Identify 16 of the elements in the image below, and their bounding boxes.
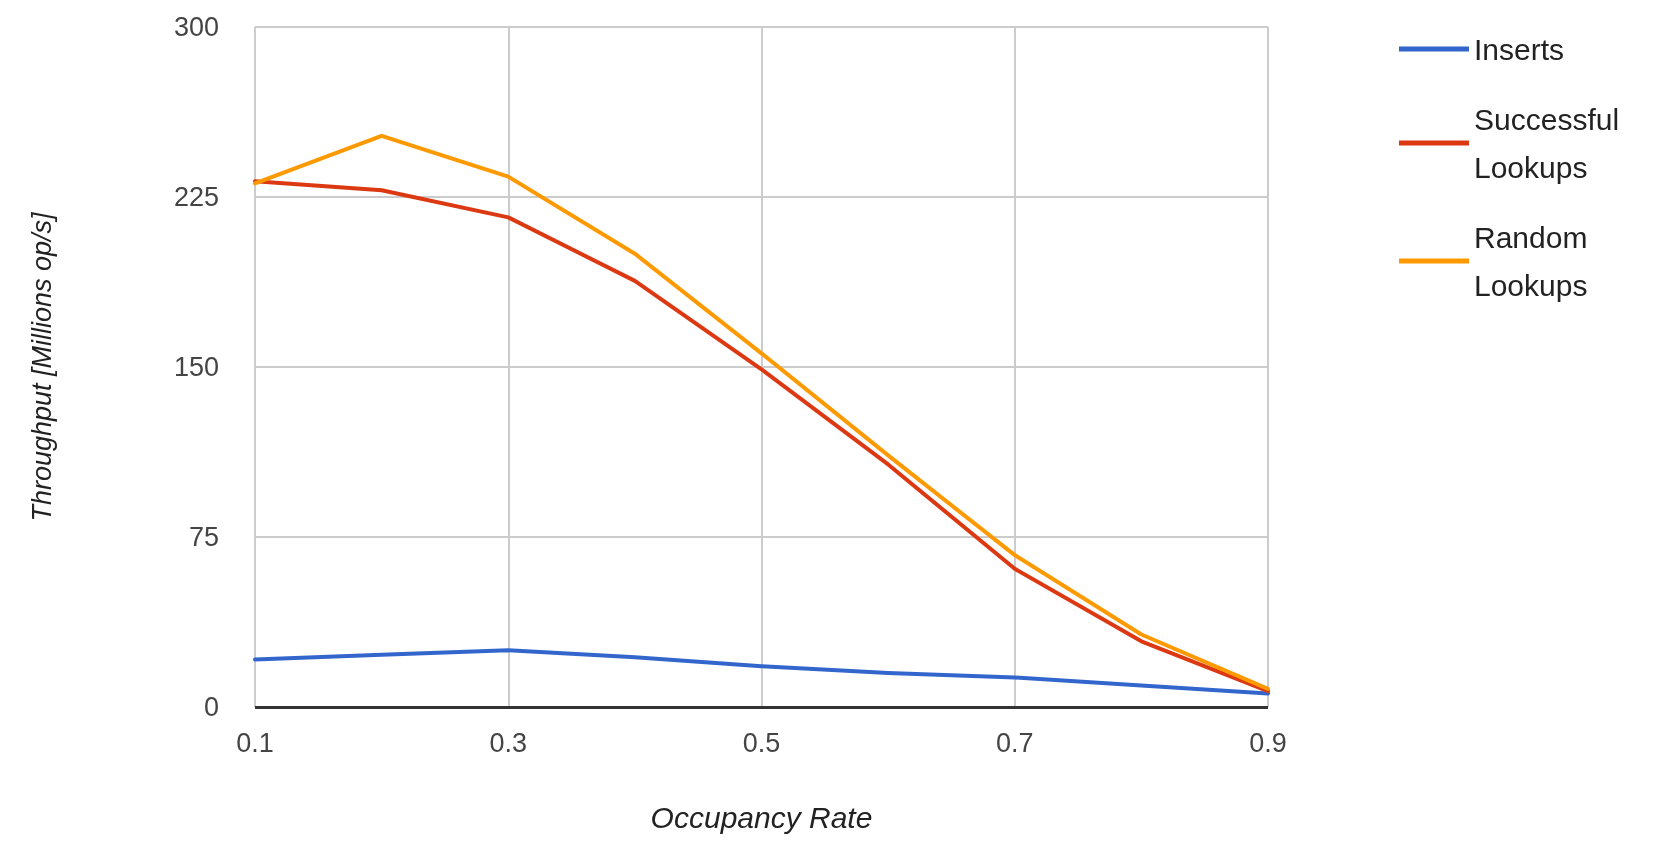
x-tick-label: 0.3 xyxy=(489,727,528,758)
y-tick-label: 0 xyxy=(203,692,219,722)
y-tick-label: 75 xyxy=(188,522,219,552)
x-tick-label: 0.5 xyxy=(742,727,781,758)
x-tick-label: 0.7 xyxy=(995,727,1034,758)
legend-label: Random Lookups xyxy=(1474,220,1596,302)
legend-label: Successful Lookups xyxy=(1474,102,1628,184)
y-tick-label: 225 xyxy=(173,182,219,212)
x-tick-label: 0.9 xyxy=(1249,727,1287,758)
line-series xyxy=(253,648,1270,696)
y-tick-label: 150 xyxy=(173,352,219,382)
y-tick-label: 300 xyxy=(173,12,219,42)
x-tick-label: 0.1 xyxy=(236,727,274,758)
legend-label: Inserts xyxy=(1474,32,1565,66)
y-axis-title: Throughput [Millions op/s] xyxy=(26,210,57,522)
x-axis-title: Occupancy Rate xyxy=(650,800,873,834)
